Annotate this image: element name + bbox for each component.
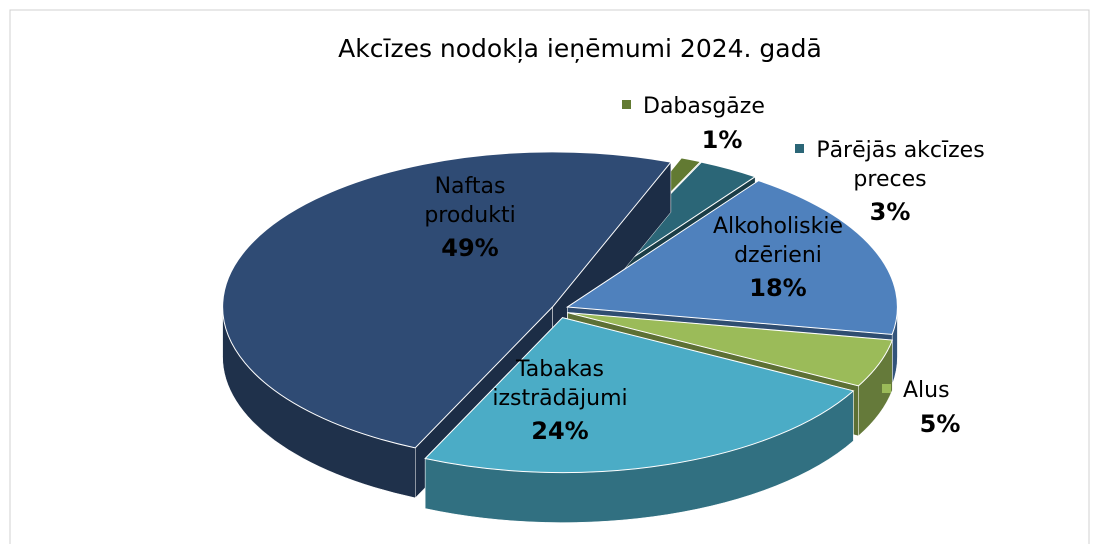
category-label: Alus <box>903 378 950 403</box>
value-label: 24% <box>531 417 589 445</box>
slice <box>424 317 855 474</box>
category-label: Pārējās akcīzes preces <box>816 138 985 192</box>
category-label: Tabakas izstrādājumi <box>492 357 628 411</box>
slice <box>565 180 898 335</box>
data-label: Alkoholiskie dzērieni <box>688 212 868 270</box>
data-label: Naftas produkti <box>390 172 550 230</box>
data-label: Alus <box>882 376 1002 405</box>
slice <box>222 151 672 449</box>
legend-marker <box>622 99 631 109</box>
category-label: Naftas produkti <box>424 174 516 228</box>
chart-frame <box>9 9 1090 544</box>
category-label: Alkoholiskie dzērieni <box>712 214 844 268</box>
value-label: 1% <box>701 126 743 154</box>
legend-marker <box>882 383 891 393</box>
value-label: 3% <box>869 198 911 226</box>
legend-marker <box>795 143 805 153</box>
data-label: Tabakas izstrādājumi <box>465 355 655 413</box>
value-label: 49% <box>441 234 499 262</box>
data-label: Pārējās akcīzes preces <box>770 136 1010 194</box>
category-label: Dabasgāze <box>643 94 765 119</box>
chart-title: Akcīzes nodokļa ieņēmumi 2024. gadā <box>338 34 822 63</box>
value-label: 5% <box>919 410 961 438</box>
slice <box>567 312 894 387</box>
value-label: 18% <box>749 274 807 302</box>
data-label: Dabasgāze <box>622 92 842 121</box>
